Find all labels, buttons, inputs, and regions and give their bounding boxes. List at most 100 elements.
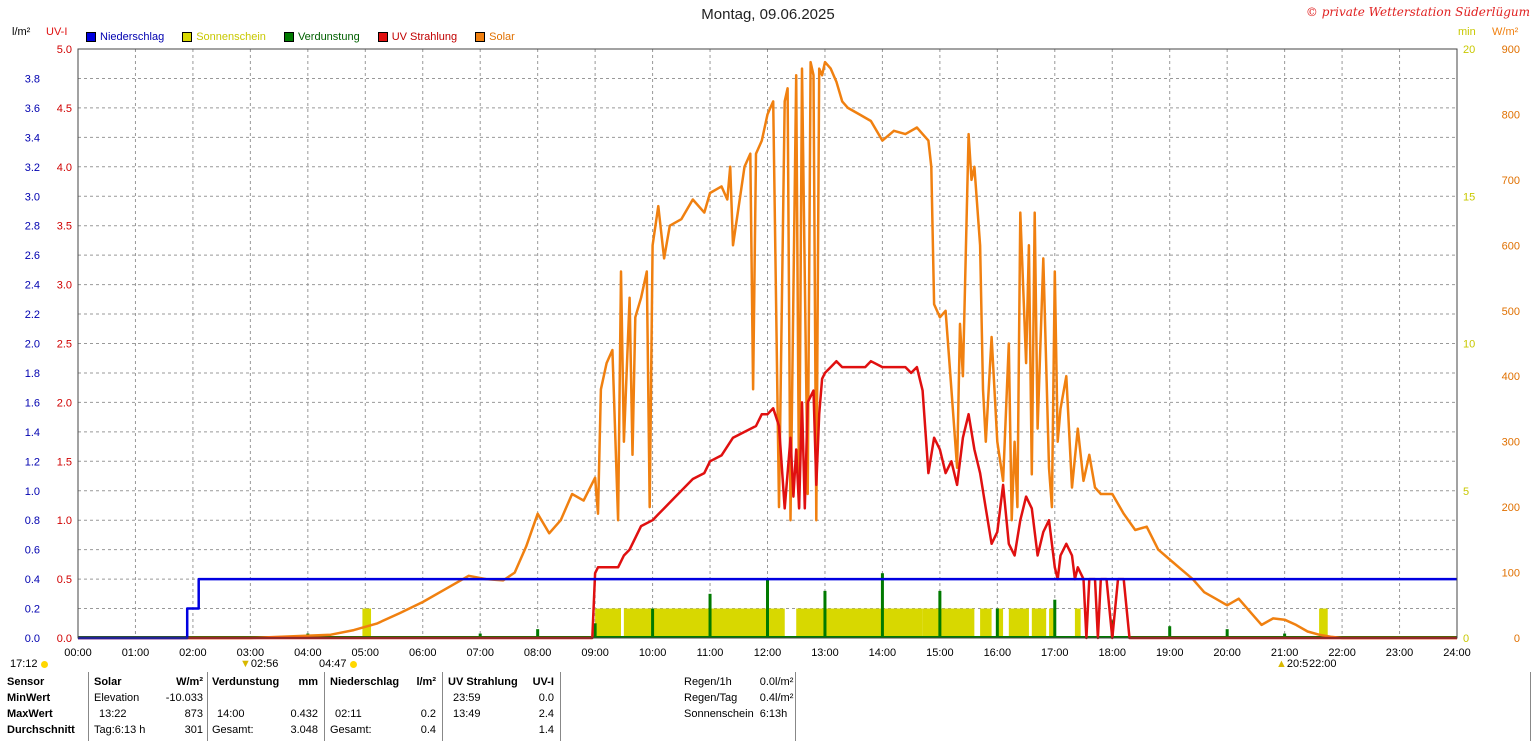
uv-tick-label: 3.5: [57, 221, 72, 233]
rain-tick-label: 2.4: [25, 280, 40, 292]
rain-tick-label: 2.6: [25, 250, 40, 262]
solar-unit: W/m²: [176, 676, 203, 688]
sun-tick-label: 15: [1463, 191, 1475, 203]
series-line-solar: [78, 60, 1457, 640]
rain-tick-label: 0.2: [25, 604, 40, 616]
uv-tick-label: 0.0: [57, 633, 72, 645]
legend-label-uv: UV Strahlung: [391, 31, 458, 43]
rain-max-value: 0.2: [420, 708, 436, 720]
legend-swatch-evap: [283, 32, 294, 42]
evaporation-bar: [593, 623, 597, 638]
sun-time-sunset: ▲20:5: [1276, 658, 1308, 670]
stats-summary: Regen/1h 0.0l/m² Regen/Tag 0.4l/m² Sonnens…: [681, 674, 796, 722]
x-tick-label: 16:00: [984, 647, 1012, 659]
uv-min-time: 23:59: [453, 692, 481, 704]
x-tick-label: 10:00: [639, 647, 667, 659]
x-tick-label: 07:00: [466, 647, 494, 659]
sunshine-bar: [796, 608, 923, 638]
legend-swatch-solar: [475, 32, 486, 42]
sunshine-bar: [980, 608, 992, 638]
uv-tick-label: 2.5: [57, 339, 72, 351]
uv-header: UV Strahlung: [448, 676, 518, 688]
sunrise-icon: [349, 660, 357, 668]
rain-tick-label: 3.8: [25, 73, 40, 85]
solar-tick-label: 800: [1502, 109, 1520, 121]
stats-rain: Niederschlag l/m² 02:11 0.2 Gesamt: 0.4: [327, 674, 439, 738]
x-tick-label: 08:00: [524, 647, 552, 659]
legend-label-evap: Verdunstung: [297, 31, 360, 43]
evaporation-bar: [1283, 633, 1287, 638]
solar-tick-label: 200: [1502, 502, 1520, 514]
evaporation-bar: [478, 633, 482, 638]
axis-ticks: 00:00 01:00 02:00 03:00 04:00 05:00 06:00 07:00…: [25, 44, 1520, 659]
sunrise-label: 04:47: [319, 658, 347, 670]
evaporation-bar: [536, 629, 540, 638]
legend: Niederschlag Sonnenschein Verdunstung UV…: [86, 31, 515, 43]
stats-sensor-header: Sensor: [7, 676, 45, 688]
legend-label-solar: Solar: [489, 31, 515, 43]
x-tick-label: 11:00: [697, 647, 724, 659]
evap-max-time: 14:00: [217, 708, 245, 720]
rain-tick-label: 3.6: [25, 103, 40, 115]
evap-total-label: Gesamt:: [212, 724, 254, 736]
stats-solar: Solar W/m² Elevation -10.033 13:22 873 Tag:…: [91, 674, 206, 738]
x-tick-label: 06:00: [409, 647, 437, 659]
plot-frame: [77, 48, 1458, 639]
x-tick-label: 21:00: [1271, 647, 1299, 659]
rain-tick-label: 2.0: [25, 339, 40, 351]
x-tick-label: 02:00: [179, 647, 207, 659]
x-tick-label: 13:00: [811, 647, 839, 659]
evap-max-value: 0.432: [290, 708, 318, 720]
stats-divider: [795, 672, 796, 741]
rain-tick-label: 0.4: [25, 574, 40, 586]
stats-divider: [442, 672, 443, 741]
sun-time-a: ▼02:56: [240, 658, 278, 670]
unit-uv: UV-I: [46, 26, 68, 38]
solar-max-time: 13:22: [99, 708, 127, 720]
uv-avg-value: 1.4: [538, 724, 554, 736]
sunshine-bar: [362, 608, 372, 638]
legend-swatch-rain: [86, 32, 96, 42]
sun-icon: [40, 660, 48, 668]
sun-time-right-label: 22:00: [1309, 658, 1337, 670]
rain-tick-label: 3.2: [25, 162, 40, 174]
evaporation-bar: [880, 573, 884, 638]
summary-sun-label: Sonnenschein: [684, 708, 754, 720]
sunshine-bar: [1031, 608, 1047, 638]
legend-swatch-uv: [377, 32, 388, 42]
stats-divider: [207, 672, 208, 741]
x-tick-label: 09:00: [581, 647, 609, 659]
uv-max-time: 13:49: [453, 708, 481, 720]
rain-tick-label: 1.4: [25, 427, 40, 439]
stats-avg-label: Durchschnitt: [7, 724, 75, 736]
sun-time-left: 17:12: [10, 658, 48, 670]
summary-rain-day-value: 0.4l/m²: [759, 692, 794, 704]
solar-max-value: 873: [184, 708, 203, 720]
uv-tick-label: 5.0: [57, 44, 72, 56]
stats-divider: [560, 672, 561, 741]
x-tick-label: 01:00: [122, 647, 150, 659]
rain-unit: l/m²: [416, 676, 436, 688]
stats-divider: [324, 672, 325, 741]
bar-series: [78, 573, 1457, 638]
rain-total-label: Gesamt:: [330, 724, 372, 736]
x-tick-label: 05:00: [352, 647, 380, 659]
chart-grid: [78, 49, 1457, 638]
rain-header: Niederschlag: [330, 676, 400, 688]
uv-tick-label: 4.0: [57, 162, 72, 174]
evaporation-bar: [651, 608, 655, 638]
sun-time-a-label: 02:56: [250, 658, 279, 670]
rain-max-time: 02:11: [335, 708, 362, 720]
series-line-uv-strahlung: [78, 359, 1457, 640]
sunshine-bar: [1074, 608, 1081, 638]
solar-tick-label: 900: [1502, 44, 1520, 56]
sunshine-bar: [595, 608, 621, 638]
evap-unit: mm: [298, 676, 318, 688]
legend-label-sun: Sonnenschein: [196, 31, 266, 43]
rain-tick-label: 0.8: [25, 515, 40, 527]
solar-tick-label: 100: [1502, 568, 1520, 580]
x-tick-label: 12:00: [754, 647, 782, 659]
rain-tick-label: 1.0: [25, 486, 40, 498]
uv-tick-label: 1.5: [57, 456, 72, 468]
evaporation-bar: [1225, 629, 1229, 638]
